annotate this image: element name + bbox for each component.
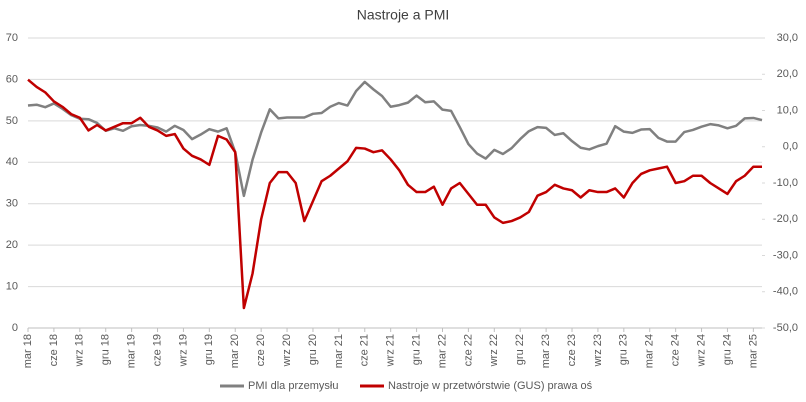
y2-tick-label: 10,0 bbox=[777, 104, 798, 116]
x-tick-label: wrz 18 bbox=[74, 334, 86, 367]
x-tick-label: mar 23 bbox=[540, 334, 552, 368]
y2-tick-label: -30,0 bbox=[773, 249, 798, 261]
chart-title: Nastroje a PMI bbox=[357, 7, 450, 23]
y2-tick-label: 20,0 bbox=[777, 68, 798, 80]
series-line bbox=[27, 80, 763, 198]
y2-tick-label: 0,0 bbox=[783, 141, 798, 153]
x-tick-label: gru 22 bbox=[514, 334, 526, 365]
y2-tick-label: -50,0 bbox=[773, 322, 798, 334]
y-tick-label: 0 bbox=[12, 322, 18, 334]
x-tick-label: cze 24 bbox=[670, 334, 682, 366]
x-tick-label: cze 22 bbox=[462, 334, 474, 366]
x-tick-label: mar 22 bbox=[436, 334, 448, 368]
y-tick-label: 70 bbox=[6, 32, 18, 44]
y-tick-label: 20 bbox=[6, 239, 18, 251]
x-tick-label: mar 24 bbox=[644, 334, 656, 368]
x-tick-label: gru 21 bbox=[410, 334, 422, 365]
legend-label: PMI dla przemysłu bbox=[248, 380, 338, 392]
legend-label: Nastroje w przetwórstwie (GUS) prawa oś bbox=[388, 380, 593, 392]
series-line bbox=[27, 78, 762, 310]
x-tick-label: gru 24 bbox=[721, 334, 733, 365]
x-tick-label: cze 20 bbox=[255, 334, 267, 366]
y-tick-label: 60 bbox=[6, 73, 18, 85]
x-tick-label: cze 19 bbox=[151, 334, 163, 366]
x-tick-label: mar 19 bbox=[126, 334, 138, 368]
x-tick-label: gru 19 bbox=[203, 334, 215, 365]
x-tick-label: wrz 22 bbox=[488, 334, 500, 367]
x-tick-label: wrz 24 bbox=[695, 334, 707, 367]
x-tick-label: wrz 23 bbox=[592, 334, 604, 367]
x-tick-label: cze 23 bbox=[566, 334, 578, 366]
x-tick-label: cze 21 bbox=[359, 334, 371, 366]
x-tick-label: mar 20 bbox=[229, 334, 241, 368]
x-tick-label: cze 18 bbox=[48, 334, 60, 366]
x-tick-label: gru 23 bbox=[618, 334, 630, 365]
y-tick-label: 40 bbox=[6, 156, 18, 168]
x-tick-label: wrz 20 bbox=[281, 334, 293, 367]
y2-tick-label: -20,0 bbox=[773, 213, 798, 225]
x-tick-label: gru 18 bbox=[100, 334, 112, 365]
y2-tick-label: -40,0 bbox=[773, 286, 798, 298]
x-tick-label: wrz 21 bbox=[385, 334, 397, 367]
y-tick-label: 10 bbox=[6, 280, 18, 292]
x-tick-label: gru 20 bbox=[307, 334, 319, 365]
x-tick-label: wrz 19 bbox=[177, 334, 189, 367]
y-tick-label: 50 bbox=[6, 115, 18, 127]
x-tick-label: mar 25 bbox=[747, 334, 759, 368]
y2-tick-label: 30,0 bbox=[777, 32, 798, 44]
x-tick-label: mar 21 bbox=[333, 334, 345, 368]
x-tick-label: mar 18 bbox=[22, 334, 34, 368]
y-tick-label: 30 bbox=[6, 198, 18, 210]
y2-tick-label: -10,0 bbox=[773, 177, 798, 189]
